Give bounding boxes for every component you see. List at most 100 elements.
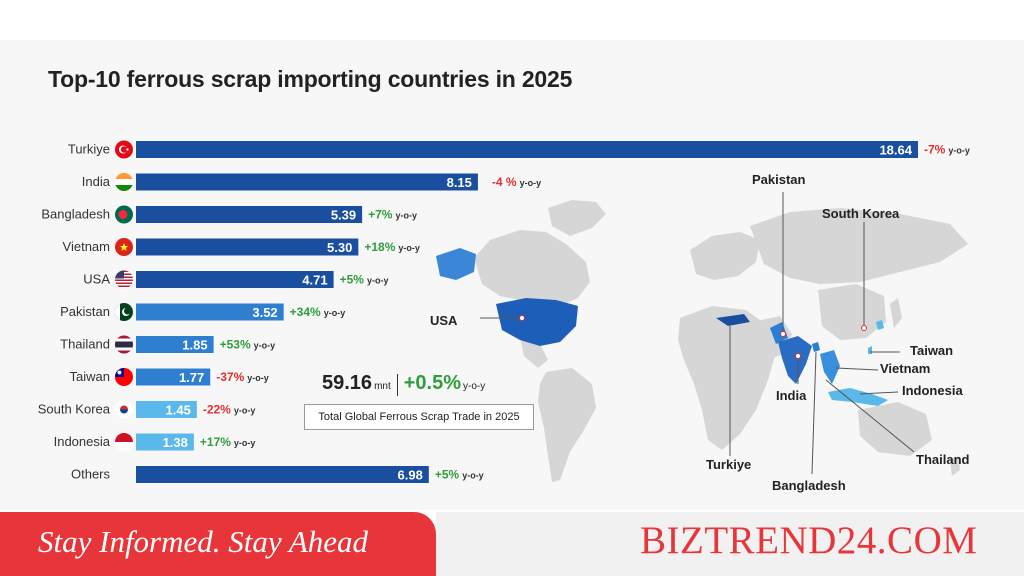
bar-value-label: 3.52 xyxy=(252,305,277,320)
category-label: Thailand xyxy=(60,337,110,352)
map-highlights xyxy=(436,248,888,406)
yoy-change-suffix: y-o-y xyxy=(254,341,276,351)
category-label: Turkiye xyxy=(68,142,110,157)
indonesia-flag-icon xyxy=(115,433,133,451)
yoy-change-suffix: y-o-y xyxy=(395,211,417,221)
bar-value-label: 4.71 xyxy=(302,273,327,288)
bar-value-label: 6.98 xyxy=(398,468,423,483)
yoy-change-suffix: y-o-y xyxy=(234,406,256,416)
chart-title: Top-10 ferrous scrap importing countries… xyxy=(48,66,573,92)
yoy-change-label: -22% y-o-y xyxy=(203,403,256,417)
bar-row: Taiwan 1.77 -37% y-o-y xyxy=(70,368,269,386)
yoy-change-value: -37% xyxy=(216,370,244,384)
yoy-change-value: +18% xyxy=(364,240,395,254)
total-value: 59.16 xyxy=(322,372,373,394)
bar xyxy=(136,141,918,158)
footer-tagline: Stay Informed. Stay Ahead xyxy=(38,524,369,559)
bar-row: Thailand 1.85 +53% y-o-y xyxy=(60,335,276,354)
map-label-vietnam: Vietnam xyxy=(880,361,930,376)
yoy-change-value: +5% xyxy=(340,273,365,287)
category-label: India xyxy=(82,174,111,189)
yoy-change-label: +5% y-o-y xyxy=(435,468,484,482)
category-label: USA xyxy=(83,272,110,287)
footer-site-name[interactable]: BIZTREND24.COM xyxy=(640,519,978,562)
yoy-change-label: +18% y-o-y xyxy=(364,240,420,254)
yoy-change-suffix: y-o-y xyxy=(367,276,389,286)
bar-value-label: 1.85 xyxy=(182,338,207,353)
bar-value-label: 1.38 xyxy=(163,435,188,450)
bar xyxy=(136,238,359,256)
yoy-change-label: +17% y-o-y xyxy=(200,435,256,449)
yoy-change-value: -7% xyxy=(924,143,946,157)
yoy-change-value: +5% xyxy=(435,468,460,482)
bar-value-label: 5.39 xyxy=(331,208,356,223)
total-change: +0.5% xyxy=(403,372,461,394)
south-korea-flag-icon xyxy=(115,400,133,419)
yoy-change-value: -4 % xyxy=(492,175,517,189)
india-flag-icon xyxy=(115,173,133,191)
bar xyxy=(136,173,478,191)
total-label-box: Total Global Ferrous Scrap Trade in 2025 xyxy=(304,404,534,430)
bar-row: Pakistan 3.52 +34% y-o-y xyxy=(60,303,345,321)
category-label: Others xyxy=(71,467,111,482)
total-change-suffix: y-o-y xyxy=(463,381,486,392)
map-label-south-korea: South Korea xyxy=(822,206,900,221)
category-label: Bangladesh xyxy=(41,207,110,222)
bar-value-label: 1.45 xyxy=(166,403,191,418)
map-country-labels: Pakistan South Korea USA Taiwan Vietnam … xyxy=(430,172,970,493)
map-label-india: India xyxy=(776,388,807,403)
total-separator xyxy=(396,373,398,396)
usa-flag-icon xyxy=(115,270,133,289)
bar-value-label: 5.30 xyxy=(327,240,352,255)
turkiye-flag-icon xyxy=(115,140,133,159)
yoy-change-suffix: y-o-y xyxy=(948,146,970,156)
bar xyxy=(136,433,194,451)
yoy-change-suffix: y-o-y xyxy=(234,438,256,448)
yoy-change-value: +34% xyxy=(290,305,321,319)
yoy-change-value: +53% xyxy=(220,338,251,352)
bar xyxy=(136,303,284,321)
bangladesh-flag-icon xyxy=(115,205,133,224)
bar xyxy=(136,368,211,386)
vietnam-flag-icon xyxy=(115,238,133,256)
total-unit: mnt xyxy=(374,381,391,392)
pakistan-flag-icon xyxy=(115,303,133,321)
yoy-change-label: +53% y-o-y xyxy=(220,338,276,352)
yoy-change-suffix: y-o-y xyxy=(398,243,420,253)
yoy-change-suffix: y-o-y xyxy=(462,471,484,481)
bar-value-label: 8.15 xyxy=(447,175,472,190)
map-label-pakistan: Pakistan xyxy=(752,172,806,187)
yoy-change-value: +7% xyxy=(368,208,393,222)
category-label: Taiwan xyxy=(70,369,110,384)
map-label-bangladesh: Bangladesh xyxy=(772,478,846,493)
bar-row: Turkiye 18.64 -7% y-o-y xyxy=(68,140,970,159)
taiwan-flag-icon xyxy=(115,368,133,386)
bar-row: Vietnam 5.30 +18% y-o-y xyxy=(63,238,420,256)
yoy-change-label: -37% y-o-y xyxy=(216,370,269,384)
bar-row: South Korea 1.45 -22% y-o-y xyxy=(38,400,256,419)
yoy-change-label: +34% y-o-y xyxy=(290,305,346,319)
bar xyxy=(136,466,429,483)
yoy-change-label: -4 % y-o-y xyxy=(492,175,541,189)
bar xyxy=(136,206,363,223)
total-summary: 59.16 mnt +0.5% y-o-y xyxy=(322,372,485,396)
map-label-taiwan: Taiwan xyxy=(910,343,953,358)
bar-row: USA 4.71 +5% y-o-y xyxy=(83,270,389,289)
map-markers xyxy=(519,315,867,359)
footer-banner xyxy=(0,512,436,576)
yoy-change-value: -22% xyxy=(203,403,231,417)
bar xyxy=(136,401,197,418)
bar-row: India 8.15 -4 % y-o-y xyxy=(82,173,541,191)
yoy-change-suffix: y-o-y xyxy=(324,308,346,318)
yoy-change-label: +7% y-o-y xyxy=(368,208,417,222)
yoy-change-label: -7% y-o-y xyxy=(924,143,970,157)
bar xyxy=(136,271,334,288)
category-label: South Korea xyxy=(38,402,111,417)
map-label-usa: USA xyxy=(430,313,458,328)
bar-row: Others 6.98 +5% y-o-y xyxy=(71,466,484,483)
bar-row: Bangladesh 5.39 +7% y-o-y xyxy=(41,205,417,224)
thailand-flag-icon xyxy=(115,335,133,354)
yoy-change-label: +5% y-o-y xyxy=(340,273,389,287)
